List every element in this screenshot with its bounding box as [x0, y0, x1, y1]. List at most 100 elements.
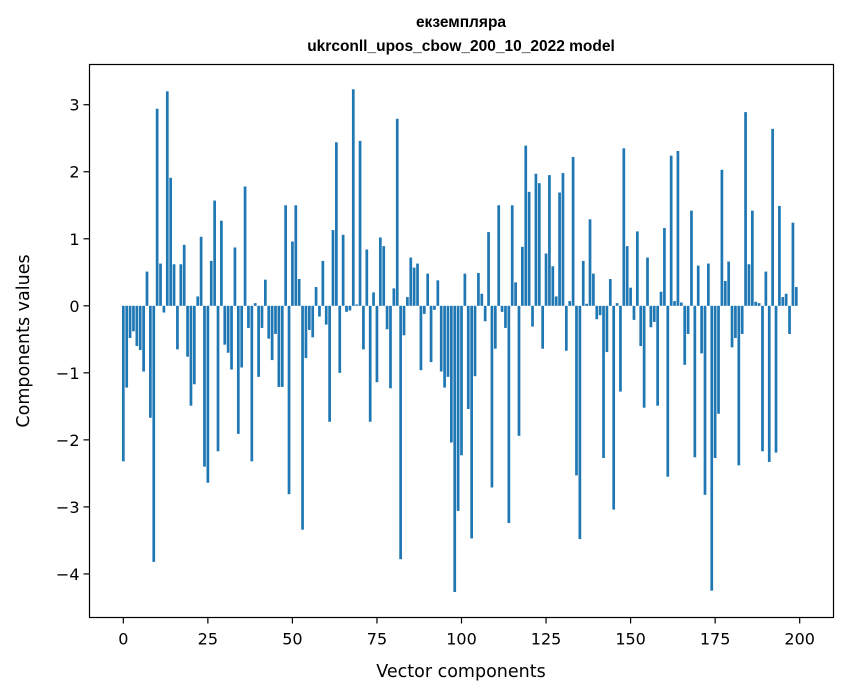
bar — [277, 305, 281, 387]
bar — [159, 263, 162, 306]
bar — [392, 288, 396, 306]
y-tick-label: −2 — [56, 431, 80, 450]
x-tick-label: 100 — [446, 630, 477, 649]
bar — [734, 305, 737, 338]
chart-title-line1: екземпляра — [416, 14, 506, 31]
bar — [419, 305, 423, 371]
bar — [399, 305, 402, 560]
bar — [561, 173, 565, 306]
bar — [176, 305, 179, 350]
bar — [416, 263, 419, 306]
bar — [318, 305, 321, 317]
bar — [717, 305, 720, 414]
bar — [402, 305, 406, 336]
bar — [345, 305, 348, 312]
bar — [554, 296, 558, 306]
bar — [541, 305, 545, 349]
bar — [663, 228, 666, 306]
bar — [470, 305, 473, 539]
bar — [439, 305, 443, 372]
bar — [162, 305, 166, 313]
bar — [460, 305, 463, 456]
bar — [230, 305, 233, 370]
bar — [291, 241, 294, 306]
bar — [199, 236, 203, 306]
bar — [341, 234, 345, 306]
bar — [149, 305, 152, 418]
bar — [274, 305, 277, 334]
bar — [602, 305, 605, 458]
bar — [223, 305, 227, 345]
bar — [666, 305, 670, 477]
bar — [321, 260, 325, 306]
bar — [652, 305, 656, 322]
bar — [121, 305, 125, 462]
bar — [257, 305, 260, 377]
bar — [676, 150, 680, 306]
bar — [504, 305, 507, 328]
bar — [500, 305, 504, 312]
bar — [673, 301, 676, 306]
bar — [578, 305, 582, 540]
bar — [372, 292, 375, 306]
bar — [243, 186, 247, 306]
bar — [497, 205, 501, 306]
bar — [639, 305, 643, 347]
plot-frame — [88, 63, 835, 619]
bar — [331, 230, 335, 306]
y-tick-label: 3 — [69, 96, 79, 115]
y-tick-label: 1 — [69, 230, 79, 249]
bar — [632, 305, 636, 320]
x-tick-label: 125 — [531, 630, 562, 649]
bar — [338, 305, 342, 373]
bar — [679, 302, 683, 306]
bar — [487, 232, 490, 306]
x-tick-label: 0 — [118, 630, 128, 649]
bar — [155, 108, 159, 306]
bar — [186, 305, 189, 357]
x-ticks-group: 0 25 50 75 100 125 150 175 200 — [118, 617, 815, 649]
bar — [794, 287, 798, 306]
bar — [558, 192, 561, 306]
bar — [615, 303, 619, 306]
bar — [564, 305, 568, 351]
bar — [778, 205, 781, 306]
x-tick-label: 50 — [282, 630, 302, 649]
x-tick-label: 200 — [784, 630, 815, 649]
bar — [629, 287, 632, 306]
bar — [754, 301, 758, 306]
bar — [608, 279, 612, 306]
bar — [683, 305, 687, 365]
bar — [507, 305, 511, 523]
bar — [713, 305, 717, 458]
bar — [784, 293, 788, 306]
bar — [622, 148, 626, 306]
bar — [642, 305, 646, 408]
bar — [551, 266, 555, 306]
y-ticks-group: 3 2 1 0 −1 −2 −3 −4 — [56, 96, 90, 584]
bar — [531, 305, 534, 327]
bar — [450, 305, 453, 443]
bar — [324, 305, 328, 325]
bar — [693, 305, 697, 458]
bar — [585, 303, 588, 306]
bar — [409, 257, 413, 306]
bar — [521, 246, 524, 306]
bar — [592, 273, 595, 306]
bar — [213, 200, 216, 306]
bar — [581, 260, 585, 306]
bar — [537, 183, 541, 306]
bar — [307, 305, 311, 330]
bar — [686, 305, 690, 334]
bar — [389, 305, 392, 389]
bar — [744, 112, 747, 306]
bar — [233, 247, 237, 306]
bar — [375, 305, 379, 383]
bar — [165, 91, 169, 306]
bar — [781, 297, 785, 306]
bar — [720, 169, 724, 306]
bar — [385, 305, 389, 330]
bar — [189, 305, 193, 406]
bar — [328, 305, 331, 422]
